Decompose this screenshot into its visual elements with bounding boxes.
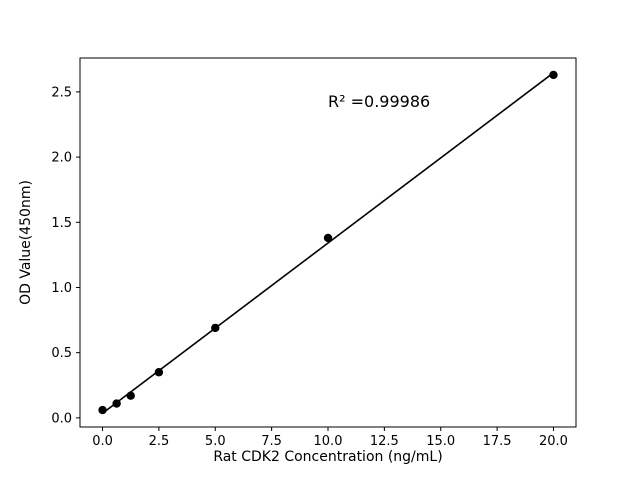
x-tick-label: 20.0 [539, 434, 568, 449]
y-tick-label: 1.0 [51, 281, 72, 296]
data-point [112, 399, 121, 408]
data-point [549, 70, 558, 80]
x-tick-label: 17.5 [483, 434, 512, 449]
axis-ticks: 0.0 2.5 5.0 7.5 10.0 12.5 15.0 17.5 20.0 0.0 0.5 1.… [51, 85, 568, 449]
y-tick-label: 1.5 [51, 216, 72, 231]
y-tick-label: 0.0 [51, 411, 72, 426]
x-tick-label: 7.5 [261, 434, 282, 449]
x-tick-label: 0.0 [92, 434, 113, 449]
data-point [323, 233, 333, 243]
x-tick-label: 10.0 [314, 434, 343, 449]
x-tick-label: 2.5 [149, 434, 170, 449]
y-tick-label: 0.5 [51, 346, 72, 361]
y-axis-label: OD Value(450nm) [18, 180, 34, 305]
data-point [126, 391, 135, 400]
y-tick-label: 2.5 [51, 85, 72, 100]
data-point [98, 405, 107, 415]
y-tick-label: 2.0 [51, 151, 72, 166]
x-axis-label: Rat CDK2 Concentration (ng/mL) [213, 449, 442, 465]
regression-line [102, 72, 554, 414]
data-series [98, 70, 558, 415]
x-tick-label: 5.0 [205, 434, 226, 449]
x-tick-label: 15.0 [426, 434, 455, 449]
r-squared-annotation: R² =0.99986 [328, 92, 430, 111]
x-tick-label: 12.5 [370, 434, 399, 449]
data-point [154, 368, 164, 377]
data-point [211, 323, 220, 333]
